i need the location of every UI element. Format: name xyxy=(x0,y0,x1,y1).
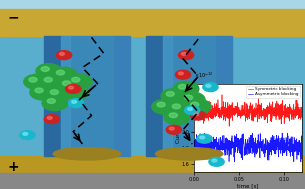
Circle shape xyxy=(42,96,68,111)
Bar xyxy=(146,36,163,156)
Circle shape xyxy=(197,134,212,143)
Circle shape xyxy=(29,77,37,82)
Circle shape xyxy=(69,99,84,108)
Circle shape xyxy=(164,110,190,125)
Circle shape xyxy=(20,131,35,140)
Circle shape xyxy=(56,51,72,60)
Bar xyxy=(0,156,305,178)
Circle shape xyxy=(194,113,199,116)
Circle shape xyxy=(175,70,191,79)
Circle shape xyxy=(66,74,92,89)
Circle shape xyxy=(172,104,181,109)
Circle shape xyxy=(24,74,49,89)
Circle shape xyxy=(166,91,174,96)
Circle shape xyxy=(212,159,217,162)
Circle shape xyxy=(44,115,59,124)
Bar xyxy=(0,9,305,36)
Circle shape xyxy=(185,106,200,115)
Circle shape xyxy=(39,74,65,89)
Circle shape xyxy=(50,90,59,94)
Circle shape xyxy=(157,102,165,107)
Circle shape xyxy=(59,53,64,55)
Circle shape xyxy=(188,108,192,110)
Circle shape xyxy=(152,99,178,114)
Text: +: + xyxy=(8,160,19,174)
Circle shape xyxy=(206,84,211,87)
Circle shape xyxy=(45,87,71,102)
Bar xyxy=(163,36,172,156)
Circle shape xyxy=(72,77,80,82)
Circle shape xyxy=(169,113,178,118)
Circle shape xyxy=(35,88,43,93)
Circle shape xyxy=(191,102,199,107)
Circle shape xyxy=(166,125,181,134)
Text: −: − xyxy=(8,10,19,24)
Circle shape xyxy=(63,85,89,100)
Circle shape xyxy=(36,64,62,79)
Bar xyxy=(113,36,130,156)
Circle shape xyxy=(57,78,83,93)
Circle shape xyxy=(23,132,28,135)
Circle shape xyxy=(181,53,186,55)
Circle shape xyxy=(161,89,187,104)
Circle shape xyxy=(191,111,206,120)
Circle shape xyxy=(47,99,56,103)
Circle shape xyxy=(178,84,187,89)
Circle shape xyxy=(209,157,224,166)
Circle shape xyxy=(185,95,193,100)
Bar xyxy=(0,173,305,178)
Circle shape xyxy=(44,77,52,82)
Circle shape xyxy=(63,81,71,86)
Bar xyxy=(61,36,70,156)
Circle shape xyxy=(185,99,211,114)
Ellipse shape xyxy=(155,148,223,160)
Circle shape xyxy=(47,116,52,119)
Circle shape xyxy=(178,51,194,60)
Circle shape xyxy=(178,72,183,75)
Circle shape xyxy=(51,67,77,82)
Circle shape xyxy=(56,70,65,75)
Circle shape xyxy=(41,67,49,71)
Bar xyxy=(163,36,215,156)
Circle shape xyxy=(200,136,205,139)
Ellipse shape xyxy=(53,148,121,160)
Circle shape xyxy=(69,86,74,89)
Circle shape xyxy=(179,92,205,107)
Circle shape xyxy=(72,101,77,103)
Bar xyxy=(61,36,113,156)
Bar xyxy=(215,36,232,156)
Circle shape xyxy=(203,83,218,92)
Circle shape xyxy=(173,81,199,96)
Circle shape xyxy=(167,101,193,116)
Circle shape xyxy=(30,85,56,100)
Circle shape xyxy=(69,88,77,93)
Circle shape xyxy=(66,84,81,93)
Bar xyxy=(0,0,305,9)
Bar xyxy=(44,36,61,156)
Circle shape xyxy=(169,127,174,130)
